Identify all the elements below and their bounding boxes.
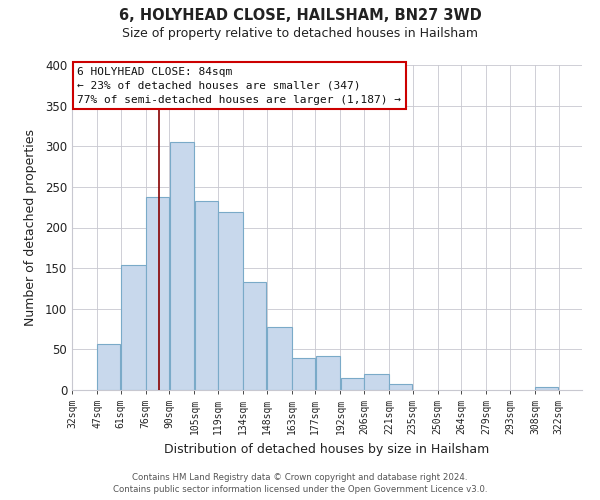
Bar [292, 358, 315, 390]
Bar [341, 378, 364, 390]
Bar [146, 196, 169, 390]
Bar [316, 356, 340, 390]
Bar [389, 384, 412, 390]
Text: 6 HOLYHEAD CLOSE: 84sqm
← 23% of detached houses are smaller (347)
77% of semi-d: 6 HOLYHEAD CLOSE: 84sqm ← 23% of detache… [77, 66, 401, 104]
Text: 6, HOLYHEAD CLOSE, HAILSHAM, BN27 3WD: 6, HOLYHEAD CLOSE, HAILSHAM, BN27 3WD [119, 8, 481, 22]
Y-axis label: Number of detached properties: Number of detached properties [23, 129, 37, 326]
Bar [364, 374, 389, 390]
Bar [535, 387, 558, 390]
Text: Contains HM Land Registry data © Crown copyright and database right 2024.: Contains HM Land Registry data © Crown c… [132, 472, 468, 482]
X-axis label: Distribution of detached houses by size in Hailsham: Distribution of detached houses by size … [164, 442, 490, 456]
Bar [121, 265, 146, 390]
Bar [170, 142, 194, 390]
Bar [195, 200, 218, 390]
Bar [218, 212, 243, 390]
Bar [267, 326, 292, 390]
Text: Contains public sector information licensed under the Open Government Licence v3: Contains public sector information licen… [113, 485, 487, 494]
Text: Size of property relative to detached houses in Hailsham: Size of property relative to detached ho… [122, 28, 478, 40]
Bar [97, 344, 121, 390]
Bar [244, 282, 266, 390]
